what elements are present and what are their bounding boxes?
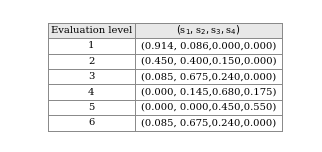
Text: Evaluation level: Evaluation level	[51, 26, 132, 35]
Text: (0.085, 0.675,0.240,0.000): (0.085, 0.675,0.240,0.000)	[141, 118, 276, 127]
Text: $(\mathregular{s}_1,\mathregular{s}_2,\mathregular{s}_3,\mathregular{s}_4)$: $(\mathregular{s}_1,\mathregular{s}_2,\m…	[176, 24, 241, 37]
Text: 3: 3	[88, 72, 94, 81]
Text: 6: 6	[88, 118, 94, 127]
Text: 2: 2	[88, 57, 94, 66]
Text: (0.000, 0.000,0.450,0.550): (0.000, 0.000,0.450,0.550)	[141, 103, 276, 112]
Text: (0.450, 0.400,0.150,0.000): (0.450, 0.400,0.150,0.000)	[141, 57, 276, 66]
Text: (0.085, 0.675,0.240,0.000): (0.085, 0.675,0.240,0.000)	[141, 72, 276, 81]
Text: (0.914, 0.086,0.000,0.000): (0.914, 0.086,0.000,0.000)	[141, 41, 276, 50]
Text: 5: 5	[88, 103, 94, 112]
Text: (0.000, 0.145,0.680,0.175): (0.000, 0.145,0.680,0.175)	[141, 88, 276, 97]
Text: 1: 1	[88, 41, 94, 50]
Text: 4: 4	[88, 88, 94, 97]
